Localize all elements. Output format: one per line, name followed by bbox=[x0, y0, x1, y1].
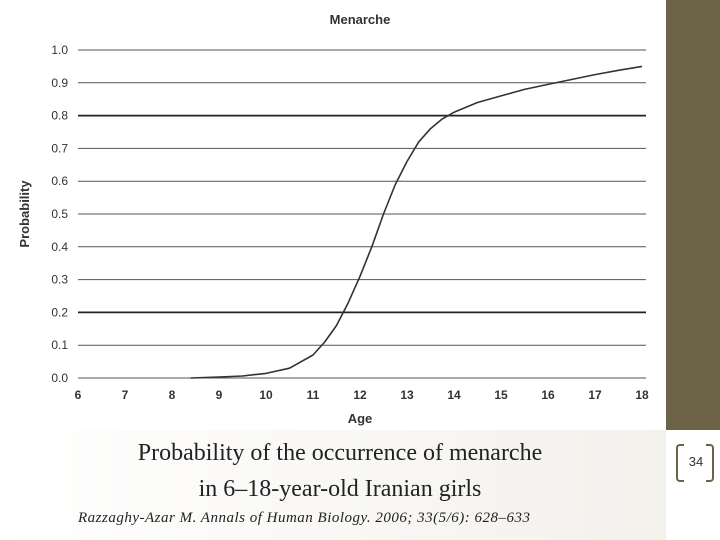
citation: Razzaghy-Azar M. Annals of Human Biology… bbox=[78, 510, 531, 526]
y-tick-label: 0.7 bbox=[51, 141, 68, 155]
y-tick-label: 0.2 bbox=[51, 305, 68, 319]
x-tick-label: 12 bbox=[353, 388, 367, 402]
chart-title: Menarche bbox=[330, 12, 391, 27]
y-tick-label: 0.8 bbox=[51, 109, 68, 123]
y-tick-label: 0.1 bbox=[51, 338, 68, 352]
x-tick-label: 8 bbox=[169, 388, 176, 402]
x-tick-label: 15 bbox=[494, 388, 508, 402]
series-line-0 bbox=[190, 65, 643, 379]
slide-number-bracket-right bbox=[706, 444, 714, 482]
y-axis-label: Probability bbox=[17, 180, 32, 248]
caption-line-2: in 6–18-year-old Iranian girls bbox=[198, 476, 482, 502]
y-tick-label: 0.5 bbox=[51, 207, 68, 221]
y-tick-label: 1.0 bbox=[51, 43, 68, 57]
y-tick-label: 0.0 bbox=[51, 371, 68, 385]
menarche-chart: 0.0 0.1 0.2 0.3 0.4 0.5 0.6 0.7 0.8 0.9 1.0 6 7 8 9 10 1… bbox=[17, 12, 649, 426]
x-tick-label: 9 bbox=[216, 388, 223, 402]
x-tick-label: 17 bbox=[588, 388, 602, 402]
x-tick-label: 16 bbox=[541, 388, 555, 402]
y-tick-label: 0.9 bbox=[51, 76, 68, 90]
x-axis-label: Age bbox=[348, 411, 373, 426]
slide-number: 34 bbox=[688, 454, 704, 469]
x-tick-label: 10 bbox=[259, 388, 273, 402]
caption-line-1: Probability of the occurrence of menarch… bbox=[137, 440, 543, 466]
caption-background bbox=[0, 430, 666, 540]
y-tick-label: 0.6 bbox=[51, 174, 68, 188]
x-tick-label: 14 bbox=[447, 388, 461, 402]
x-tick-label: 6 bbox=[75, 388, 82, 402]
y-tick-label: 0.4 bbox=[51, 240, 68, 254]
y-tick-label: 0.3 bbox=[51, 273, 68, 287]
x-tick-label: 11 bbox=[307, 388, 320, 402]
x-tick-label: 18 bbox=[635, 388, 649, 402]
side-band-footer bbox=[666, 430, 720, 540]
slide-number-bracket-left bbox=[676, 444, 684, 482]
x-tick-label: 13 bbox=[400, 388, 414, 402]
x-tick-label: 7 bbox=[122, 388, 129, 402]
